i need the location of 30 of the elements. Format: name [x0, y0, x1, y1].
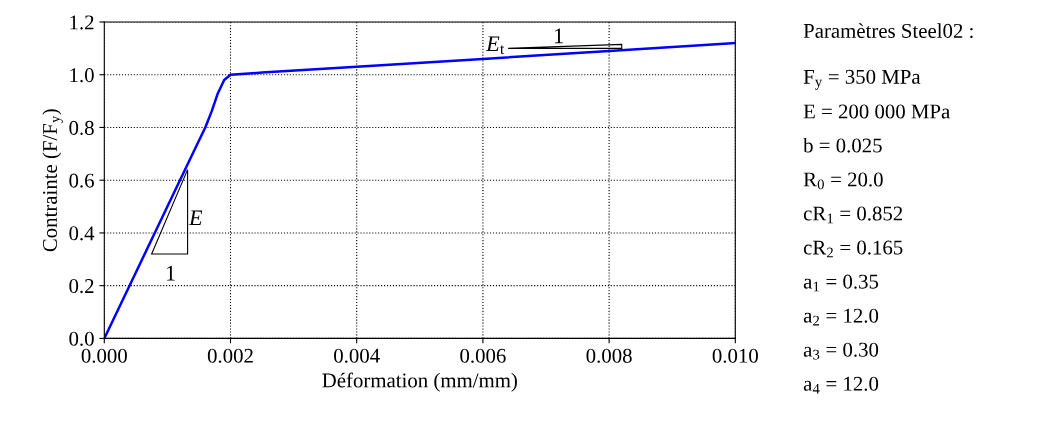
y-tick-label: 1.2	[70, 15, 94, 30]
x-tick-label: 0.002	[207, 348, 253, 363]
y-tick-label: 0.0	[69, 331, 94, 346]
text: cR$_{1}$ = 0.852	[803, 206, 903, 224]
x-tick-label: 0.006	[460, 348, 506, 363]
text: cR$_{2}$ = 0.165	[803, 240, 903, 258]
x-tick-label: 0.004	[334, 348, 380, 363]
text: a$_{3}$ = 0.30	[803, 342, 879, 360]
y-tick-label: 0.8	[69, 120, 94, 135]
y-tick-label: 0.2	[69, 279, 94, 294]
annotation: E$_{t}$	[485, 36, 505, 55]
annotation: 1	[166, 265, 175, 281]
annotation: 1	[555, 28, 563, 44]
y-tick-label: 0.6	[69, 173, 94, 188]
y-axis-title: Contrainte (F/F$_{y}$)	[42, 109, 63, 252]
text: a$_{1}$ = 0.35	[803, 274, 879, 292]
text: a$_{4}$ = 12.0	[803, 376, 879, 394]
text: b = 0.025	[803, 137, 882, 153]
x-tick-label: 0.010	[712, 348, 758, 363]
x-axis-title: Déformation (mm/mm)	[322, 372, 517, 392]
x-tick-label: 0.008	[586, 348, 632, 363]
text: E = 200 000 MPa	[803, 104, 950, 119]
y-tick-label: 0.4	[69, 226, 95, 241]
x-tick-label: 0.000	[81, 348, 127, 363]
text: Paramètres Steel02 :	[803, 23, 973, 39]
text: R$_{0}$ = 20.0	[803, 172, 883, 190]
text: F$_{y}$ = 350 MPa	[803, 69, 921, 90]
y-tick-label: 1.0	[70, 68, 94, 83]
annotation: E	[188, 210, 203, 226]
text: a$_{2}$ = 12.0	[803, 308, 879, 326]
